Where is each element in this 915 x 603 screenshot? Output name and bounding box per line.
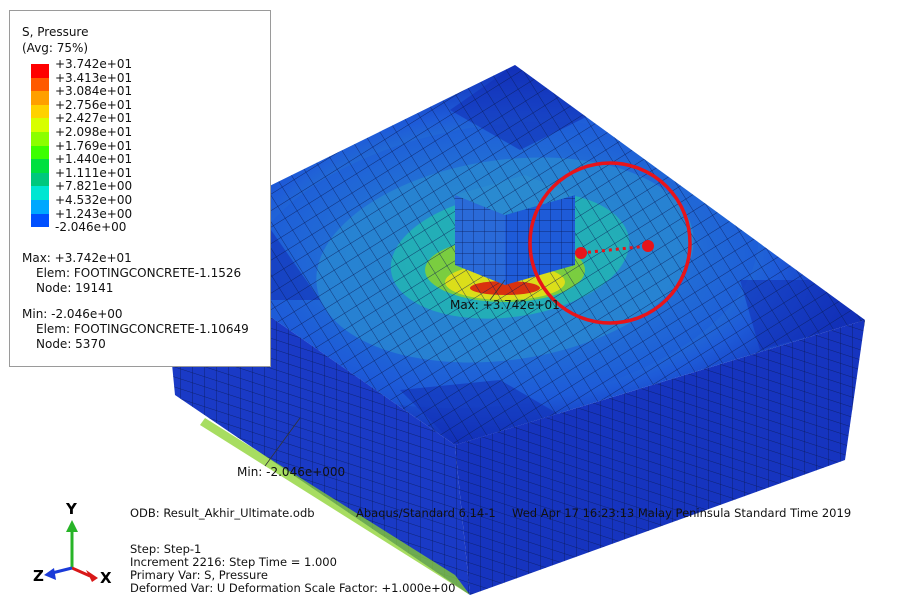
- odb-name: ODB: Result_Akhir_Ultimate.odb: [130, 506, 315, 520]
- highlight-dotted-line: [580, 244, 649, 255]
- legend-max-node: Node: 19141: [36, 281, 114, 295]
- legend-tick-label: +2.098e+01: [55, 125, 133, 139]
- legend-swatch: [31, 172, 49, 187]
- legend-title: S, Pressure: [22, 25, 89, 39]
- view-triad: [44, 520, 98, 582]
- legend-max-elem: Elem: FOOTINGCONCRETE-1.1526: [36, 266, 242, 280]
- legend-tick-label: +3.413e+01: [55, 70, 133, 85]
- legend-swatch: [31, 118, 49, 132]
- legend-tick-label: +7.821e+00: [55, 179, 133, 194]
- legend-tick-label: +4.532e+00: [55, 193, 133, 207]
- triad-y-label: Y: [66, 500, 77, 518]
- legend-swatch: [31, 159, 49, 173]
- triad-z-label: Z: [33, 567, 44, 585]
- column-right-face-mesh: [505, 195, 575, 285]
- legend-tick-label: +2.427e+01: [55, 111, 133, 126]
- legend-swatch: [31, 186, 49, 200]
- legend-tick-label: +1.243e+00: [55, 206, 133, 221]
- legend-min-label: Min: -2.046e+00: [22, 307, 123, 321]
- legend-swatch: [31, 132, 49, 146]
- legend-panel: S, Pressure (Avg: 75%) +3.742e+01 +3.413e…: [9, 10, 271, 367]
- min-annotation: Min: -2.046e+000: [237, 465, 345, 479]
- column-top-face-mesh: [455, 175, 575, 215]
- highlight-point-start: [575, 247, 587, 259]
- primary-var: Primary Var: S, Pressure: [130, 568, 268, 582]
- legend-subtitle: (Avg: 75%): [22, 41, 89, 55]
- slab-right-face-mesh: [455, 320, 865, 595]
- highlight-point-end: [642, 240, 654, 252]
- legend-tick-label: +3.084e+01: [55, 84, 133, 99]
- abaqus-version: Abaqus/Standard 6.14-1: [356, 506, 496, 520]
- legend-tick-label: +1.769e+01: [55, 138, 133, 153]
- legend-tick-label: +2.756e+01: [55, 97, 133, 112]
- legend-tick-label: +1.440e+01: [55, 152, 133, 167]
- legend-swatch: [31, 91, 49, 105]
- min-leader-line: [264, 417, 301, 467]
- max-leader-line: [489, 279, 506, 301]
- triad-x-label: X: [100, 569, 112, 587]
- highlight-circle: [528, 161, 692, 325]
- timestamp: Wed Apr 17 16:23:13 Malay Peninsula Stan…: [512, 506, 852, 520]
- step-info: Step: Step-1: [130, 542, 202, 556]
- legend-tick-label: +1.111e+01: [55, 165, 133, 180]
- legend-swatch: [31, 213, 49, 228]
- legend-swatch: [31, 104, 49, 119]
- deformed-var: Deformed Var: U Deformation Scale Factor…: [130, 581, 456, 595]
- legend-min-node: Node: 5370: [36, 337, 106, 351]
- legend-tick-label: +3.742e+01: [55, 57, 133, 71]
- legend-swatch: [31, 64, 49, 78]
- legend-tick-label: -2.046e+00: [55, 220, 127, 235]
- column-left-face-mesh: [455, 195, 505, 285]
- legend-swatch: [31, 200, 49, 214]
- max-annotation: Max: +3.742e+01: [450, 298, 560, 312]
- legend-min-elem: Elem: FOOTINGCONCRETE-1.10649: [36, 322, 249, 336]
- legend-max-label: Max: +3.742e+01: [22, 251, 132, 265]
- legend-swatch: [31, 77, 49, 92]
- legend-swatch: [31, 145, 49, 160]
- increment-info: Increment 2216: Step Time = 1.000: [130, 555, 337, 569]
